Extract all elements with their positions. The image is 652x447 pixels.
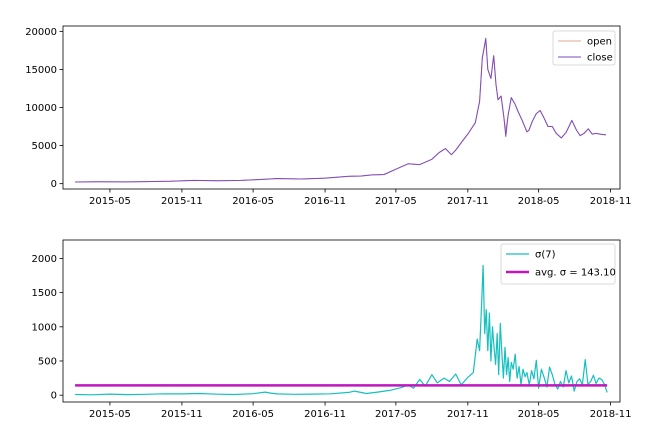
y-tick-label: 2000 <box>32 254 57 265</box>
y-tick-label: 0 <box>51 391 57 402</box>
y-tick-label: 5000 <box>32 141 57 152</box>
legend-label-0: σ(7) <box>535 250 556 261</box>
x-tick-label: 2016-11 <box>304 409 346 420</box>
x-tick-label: 2016-05 <box>232 196 274 207</box>
x-tick-label: 2017-11 <box>447 196 489 207</box>
x-tick-label: 2015-11 <box>161 409 203 420</box>
y-tick-label: 15000 <box>25 65 57 76</box>
x-tick-label: 2018-05 <box>518 409 560 420</box>
x-tick-label: 2015-05 <box>89 196 131 207</box>
x-tick-label: 2016-11 <box>304 196 346 207</box>
x-tick-label: 2015-05 <box>89 409 131 420</box>
y-tick-label: 0 <box>51 179 57 190</box>
x-tick-label: 2017-05 <box>375 196 417 207</box>
legend-box <box>500 243 616 285</box>
x-tick-label: 2018-05 <box>518 196 560 207</box>
series-line-0 <box>75 264 608 396</box>
axes-frame <box>62 239 621 403</box>
x-tick-label: 2017-11 <box>447 409 489 420</box>
top-panel-open-close: 2015-05 2015-11 2016-05 2016-11 2017-05 2017-… <box>25 25 632 207</box>
bottom-panel-sigma: 2015-05 2015-11 2016-05 2016-11 2017-05 2017-… <box>32 239 632 420</box>
x-tick-label: 2015-11 <box>161 196 203 207</box>
legend-label-1: avg. σ = 143.10 <box>535 268 616 279</box>
series-line-0 <box>75 40 606 183</box>
y-tick-label: 20000 <box>25 27 57 38</box>
x-tick-label: 2018-11 <box>590 409 632 420</box>
series-line-1 <box>75 37 606 183</box>
y-tick-label: 500 <box>38 356 57 367</box>
legend-label-1: close <box>587 53 613 64</box>
axes-frame <box>62 25 621 190</box>
x-tick-label: 2017-05 <box>375 409 417 420</box>
y-tick-label: 1500 <box>32 288 57 299</box>
x-tick-label: 2018-11 <box>590 196 632 207</box>
legend-label-0: open <box>587 37 612 48</box>
y-tick-label: 10000 <box>25 103 57 114</box>
x-tick-label: 2016-05 <box>232 409 274 420</box>
y-tick-label: 1000 <box>32 322 57 333</box>
